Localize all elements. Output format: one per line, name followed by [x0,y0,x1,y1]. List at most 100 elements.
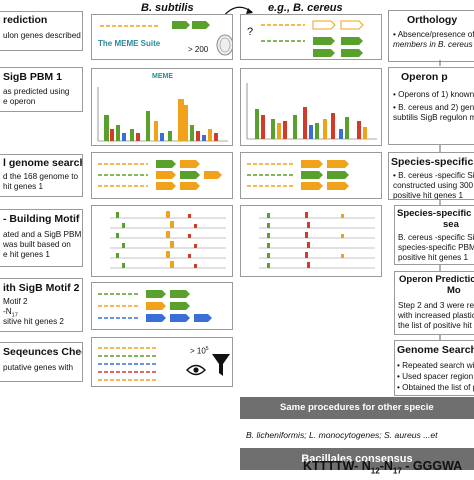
left-column-heading: B. subtilis [141,2,194,14]
operon-prediction-box: Operon Predictio Mo Step 2 and 3 were re… [394,271,474,335]
flow-arrows [439,60,441,340]
gene-track-dashes [100,25,160,27]
step-text: positive hit genes 1 [393,191,464,200]
step-title-2: sea [443,219,459,230]
n17-prefix: -N [3,307,12,316]
step-text: B. cereus -specific Sig [398,233,474,242]
funnel-icon [212,354,230,376]
genome-search-box: Genome Search • Repeated search with • U… [394,340,474,396]
step-title: ith SigB Motif 2 [3,282,80,294]
step-sigb-motif2-box: ith SigB Motif 2 Motif 2 -N17 sitive hit… [0,278,83,332]
gene-tracks [98,160,222,190]
banner-bacillales-consensus: Bacillales consensus [240,448,474,470]
sequence-check-panel: > 105 [91,337,233,387]
step-text: with increased plastic [398,311,474,320]
operon-box: Operon p • Operons of 1) known • B. cere… [388,67,474,145]
step-title: Orthology [407,14,458,26]
step-text: • B. cereus -specific Sig [393,171,474,180]
gene-arrows-green [172,21,210,29]
step-title: Seqeunces Check [3,346,82,358]
step-text: • Obtained the list of p [397,383,474,392]
step-text: members in B. cereus [393,40,473,49]
count-over-200: > 200 [188,45,209,54]
motif2-logos-panel [91,205,233,277]
species-specific-search-box: Species-specific S sea B. cereus -specif… [394,205,474,265]
cereus-motif-panel [240,205,382,277]
step-text: putative genes with [3,363,74,372]
multiple-logos-cereus [259,212,375,269]
multiple-logos [110,211,226,269]
question-mark: ? [247,26,254,38]
step-text: ulon genes described [3,31,81,40]
orthology-box: Orthology • Absence/presence of members … [388,10,474,62]
step-text: ated and a SigB PBM [3,230,82,239]
step-text: constructed using 300 [393,181,474,190]
step-text: sitive hit genes 2 [3,317,64,326]
meme-suite-label: The MEME Suite [98,39,161,48]
n17-subscript: 17 [11,312,18,319]
step-title: - Building Motif 2 [3,213,83,225]
step-title: Genome Search [397,344,474,356]
step-prediction-box: rediction ulon genes described [0,11,83,51]
step-genome-search-box: l genome search d the 168 genome to hit … [0,154,83,197]
eye-icon [186,364,206,376]
step-title: Species-specific S [397,208,474,219]
sequence-logo-cereus [246,83,377,140]
genome-hits-panel [91,152,233,199]
step-text: species-specific PBM [398,243,474,252]
right-column-heading: e.g., B. cereus [268,2,343,14]
step-text: • B. cereus and 2) gene [393,103,474,112]
step-title: rediction [3,14,48,26]
step-title: l genome search [3,157,83,169]
count-10: > 10 [190,346,206,356]
step-text: subtilis SigB regulon m [393,113,474,122]
meme-logo-panel: MEME [91,68,233,146]
dashed-sequences [98,347,158,381]
step-text: positive hit genes 1 [398,253,469,262]
consensus-sub-17: 17 [392,466,402,476]
step-text: was built based on [3,240,71,249]
step-text: e operon [3,97,36,106]
species-specific-sig-box: Species-specific Si • B. cereus -specifi… [388,152,474,200]
consensus-part-c: -N [379,459,393,473]
step-title: Species-specific Si [391,156,474,168]
gene-tracks-cereus [261,20,364,57]
meme-logo-label: MEME [152,73,173,80]
step-text: • Used spacer region N [397,372,474,381]
consensus-part-e: - GGGWA [401,459,463,473]
cereus-genome-panel [240,152,382,199]
cereus-logo-panel [240,68,382,146]
step-text: Step 2 and 3 were repe [398,301,474,310]
gene-tracks-cereus-2 [247,160,349,190]
step-sequences-check-box: Seqeunces Check putative genes with [0,342,83,382]
cereus-orthology-panel: ? [240,14,382,60]
meme-suite-panel: The MEME Suite > 200 [91,14,233,60]
step-text: e hit genes 1 [3,250,50,259]
count-over-10-5: > 105 [190,344,209,357]
step-text: as predicted using [3,87,70,96]
step-text: d the 168 genome to [3,172,79,181]
banner-same-procedures: Same procedures for other specie [240,397,474,419]
step-text: the list of positive hit [398,321,472,330]
gene-tracks-2 [98,290,212,322]
step-title: Operon Predictio [399,274,474,285]
step-text: • Absence/presence of [393,30,474,39]
step-text: Motif 2 [3,297,28,306]
step-text: -N17 [3,307,18,321]
seal-icon [216,34,232,56]
consensus-part-a: KTTTTW- N [303,459,371,473]
sequence-logo-1 [97,87,228,142]
step-title: SigB PBM 1 [3,71,62,83]
step-title: Operon p [401,71,448,83]
step-sigb-pbm1-box: SigB PBM 1 as predicted using e operon [0,67,83,112]
consensus-sub-12: 12 [370,466,380,476]
step-title-2: Mo [447,285,461,296]
count-10-exp: 5 [205,346,209,352]
step-building-motif2-box: - Building Motif 2 ated and a SigB PBM w… [0,209,83,267]
motif2-hits-panel [91,282,233,330]
step-text: • Operons of 1) known [393,90,474,99]
consensus-sequence-text: KTTTTW- N12-N17 - GGGWA [303,459,462,479]
species-list: B. licheniformis; L. monocytogenes; S. a… [246,430,438,440]
step-text: • Repeated search with [397,361,474,370]
step-text: hit genes 1 [3,182,44,191]
